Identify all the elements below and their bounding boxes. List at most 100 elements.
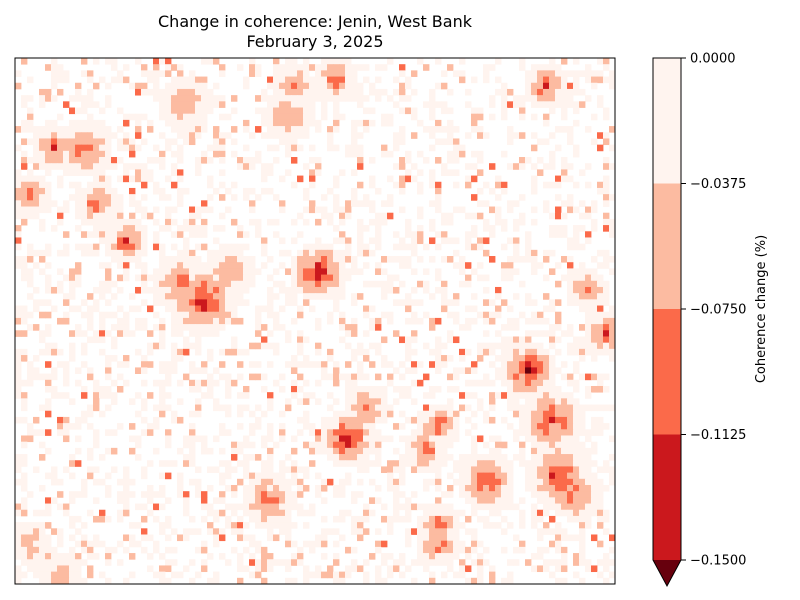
heatmap-cell [363,515,370,523]
heatmap-cell [513,225,520,232]
heatmap-cell [93,515,100,523]
heatmap-cell [267,113,274,121]
heatmap-cell [285,534,292,542]
heatmap-cell [585,435,592,443]
heatmap-cell [27,194,34,201]
heatmap-cell [543,528,550,535]
heatmap-cell [81,144,88,152]
heatmap-cell [231,107,238,115]
heatmap-cell [225,113,232,121]
heatmap-cell [75,367,82,374]
heatmap-cell [39,157,46,164]
heatmap-cell [195,280,202,288]
heatmap-cell [483,286,490,294]
heatmap-cell [381,336,388,344]
heatmap-cell [63,379,70,387]
heatmap-cell [39,565,46,573]
heatmap-cell [321,58,328,65]
heatmap-cell [417,546,424,554]
heatmap-cell [303,113,310,121]
heatmap-cell [81,126,88,133]
heatmap-cell [585,472,592,480]
heatmap-cell [525,478,532,486]
heatmap-cell [177,472,184,480]
heatmap-cell [129,553,136,560]
heatmap-cell [69,169,76,176]
heatmap-cell [435,441,442,449]
heatmap-cell [585,299,592,306]
heatmap-cell [171,150,178,158]
heatmap-cell [519,212,526,220]
heatmap-cell [423,157,430,164]
heatmap-cell [561,534,568,542]
heatmap-cell [567,398,574,405]
heatmap-cell [573,553,580,560]
heatmap-cell [261,565,268,573]
heatmap-cell [513,317,520,325]
heatmap-cell [369,324,376,331]
heatmap-cell [207,392,214,399]
heatmap-cell [129,330,136,337]
heatmap-cell [99,150,106,158]
heatmap-cell [345,82,352,90]
heatmap-cell [75,157,82,164]
heatmap-cell [429,460,436,467]
heatmap-cell [561,82,568,90]
heatmap-cell [213,280,220,288]
heatmap-cell [117,212,124,220]
heatmap-cell [249,509,256,517]
heatmap-cell [573,299,580,306]
heatmap-cell [279,200,286,207]
heatmap-cell [345,392,352,399]
heatmap-cell [345,373,352,381]
heatmap-cell [537,466,544,474]
heatmap-cell [21,268,28,275]
heatmap-cell [321,280,328,288]
heatmap-cell [387,194,394,201]
heatmap-cell [123,503,130,511]
heatmap-cell [51,497,58,504]
heatmap-cell [201,218,208,226]
heatmap-cell [213,497,220,504]
heatmap-cell [57,126,64,133]
heatmap-cell [171,528,178,535]
heatmap-cell [375,435,382,443]
heatmap-cell [513,379,520,387]
heatmap-cell [219,138,226,146]
heatmap-cell [213,187,220,195]
heatmap-cell [243,144,250,152]
heatmap-cell [543,113,550,121]
heatmap-cell [237,249,244,257]
heatmap-cell [279,460,286,467]
heatmap-cell [399,385,406,393]
colorbar-label: Coherence change (%) [754,235,769,383]
heatmap-cell [567,441,574,449]
heatmap-cell [333,305,340,313]
heatmap-cell [555,435,562,443]
heatmap-cell [21,262,28,269]
heatmap-cell [75,200,82,207]
heatmap-cell [195,385,202,393]
heatmap-cell [207,262,214,269]
heatmap-cell [357,157,364,164]
heatmap-cell [363,330,370,337]
heatmap-cell [105,206,112,214]
heatmap-cell [537,367,544,374]
heatmap-cell [279,206,286,214]
heatmap-cell [387,553,394,560]
heatmap-cell [189,138,196,146]
heatmap-cell [591,484,598,492]
heatmap-cell [375,225,382,232]
heatmap-cell [585,64,592,71]
heatmap-cell [105,361,112,368]
heatmap-cell [327,317,334,325]
heatmap-cell [237,348,244,356]
heatmap-cell [207,577,214,585]
heatmap-cell [57,478,64,486]
heatmap-cell [261,88,268,96]
heatmap-cell [519,64,526,71]
heatmap-cell [171,342,178,350]
heatmap-cell [597,429,604,436]
heatmap-cell [525,429,532,436]
heatmap-cell [537,491,544,498]
